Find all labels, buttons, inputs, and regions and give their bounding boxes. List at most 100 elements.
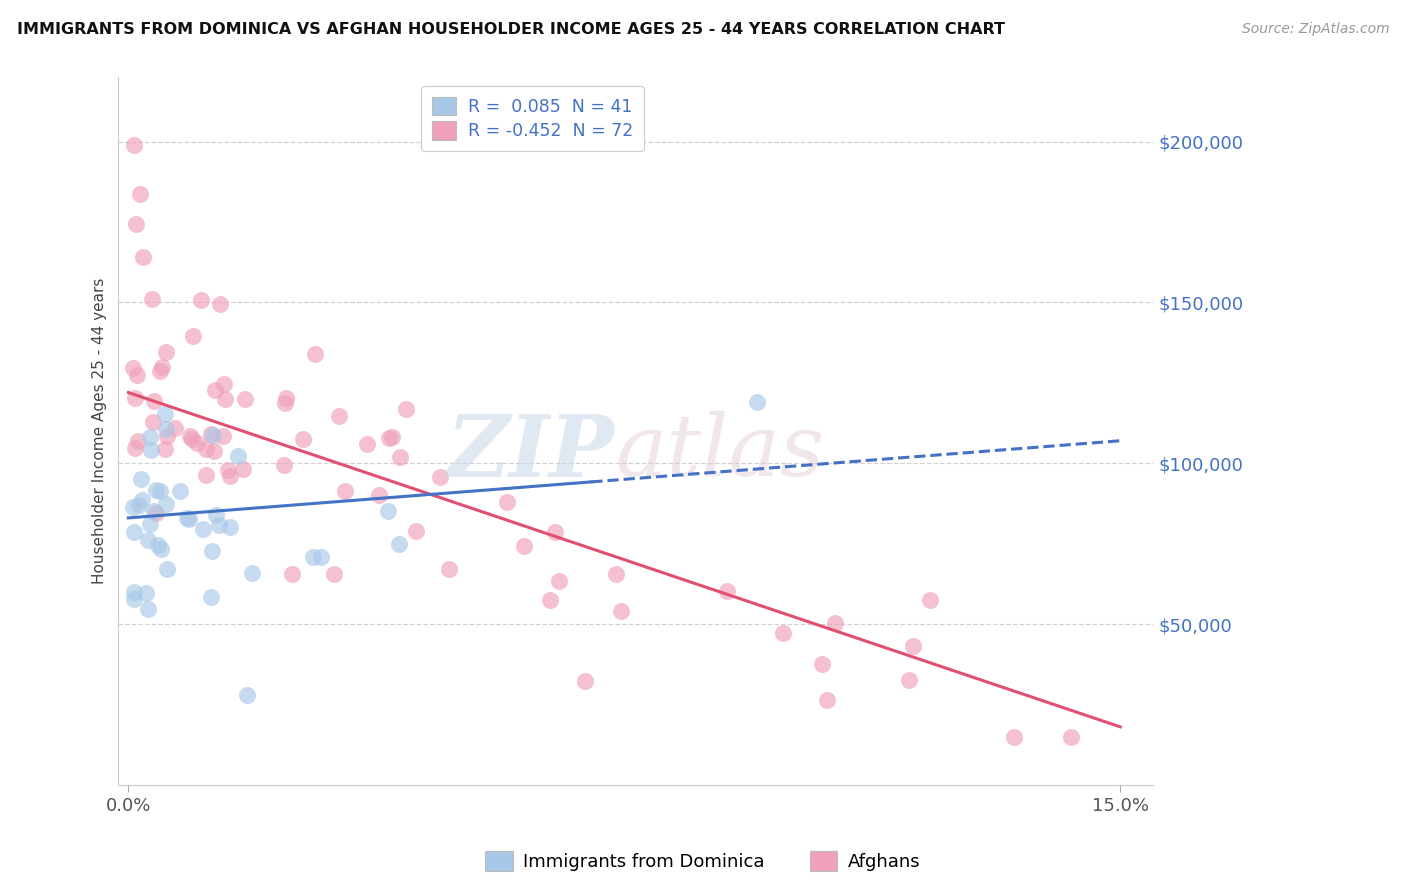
Point <box>273 458 295 472</box>
Point <box>128 498 150 512</box>
Point <box>322 567 344 582</box>
Point <box>145 483 167 498</box>
Point <box>122 591 145 606</box>
Point <box>810 657 832 671</box>
Point <box>124 442 146 456</box>
Point <box>901 639 924 653</box>
Point <box>156 429 179 443</box>
Point <box>328 409 350 424</box>
Point <box>377 504 399 518</box>
Point <box>538 592 561 607</box>
Point <box>179 512 201 526</box>
Point <box>201 544 224 558</box>
Point <box>124 584 146 599</box>
Point <box>356 437 378 451</box>
Point <box>405 524 427 538</box>
Point <box>274 391 297 405</box>
Point <box>146 538 169 552</box>
Point <box>135 586 157 600</box>
Point <box>169 484 191 499</box>
Point <box>202 444 225 458</box>
Point <box>815 693 838 707</box>
Point <box>274 396 297 410</box>
Point <box>186 436 208 450</box>
Point <box>772 626 794 640</box>
Point <box>121 500 143 514</box>
Text: Source: ZipAtlas.com: Source: ZipAtlas.com <box>1241 22 1389 37</box>
Point <box>141 443 163 458</box>
Point <box>389 450 412 465</box>
Point <box>548 574 571 588</box>
Point <box>236 688 259 702</box>
Point <box>155 497 177 511</box>
Point <box>381 430 404 444</box>
Point <box>335 483 357 498</box>
Point <box>139 517 162 532</box>
Point <box>145 506 167 520</box>
Point <box>149 484 172 499</box>
Point <box>217 463 239 477</box>
Point <box>232 462 254 476</box>
Point <box>141 292 163 306</box>
Point <box>200 591 222 605</box>
Y-axis label: Householder Income Ages 25 - 44 years: Householder Income Ages 25 - 44 years <box>93 278 107 584</box>
Point <box>204 383 226 397</box>
Point <box>202 427 225 442</box>
Point <box>208 297 231 311</box>
Point <box>291 432 314 446</box>
Point <box>191 522 214 536</box>
Point <box>136 602 159 616</box>
Point <box>437 562 460 576</box>
Point <box>429 470 451 484</box>
Point <box>190 293 212 308</box>
Point <box>496 495 519 509</box>
Point <box>388 537 411 551</box>
Point <box>125 217 148 231</box>
Point <box>181 432 204 446</box>
Point <box>122 137 145 152</box>
Point <box>610 604 633 618</box>
Text: ZIP: ZIP <box>447 410 616 494</box>
Point <box>233 392 256 407</box>
Point <box>824 616 846 631</box>
Point <box>745 394 768 409</box>
Point <box>605 566 627 581</box>
Point <box>143 394 166 409</box>
Point <box>226 449 249 463</box>
Point <box>127 434 149 448</box>
Point <box>214 392 236 406</box>
Point <box>176 511 198 525</box>
Point <box>918 592 941 607</box>
Point <box>195 468 218 483</box>
Point <box>136 533 159 547</box>
Point <box>240 566 263 580</box>
Point <box>574 673 596 688</box>
Point <box>139 430 162 444</box>
Point <box>304 347 326 361</box>
Point <box>129 187 152 202</box>
Point <box>149 363 172 377</box>
Point <box>205 508 228 523</box>
Point <box>218 469 240 483</box>
Point <box>153 407 176 421</box>
Point <box>155 344 177 359</box>
Point <box>142 416 165 430</box>
Point <box>309 549 332 564</box>
Point <box>131 472 153 486</box>
Point <box>716 584 738 599</box>
Text: atlas: atlas <box>616 411 824 493</box>
Point <box>156 562 179 576</box>
Legend: Immigrants from Dominica, Afghans: Immigrants from Dominica, Afghans <box>478 844 928 879</box>
Point <box>280 567 302 582</box>
Point <box>377 432 399 446</box>
Point <box>301 549 323 564</box>
Point <box>368 488 391 502</box>
Point <box>200 426 222 441</box>
Point <box>195 442 218 457</box>
Point <box>211 429 233 443</box>
Point <box>132 251 155 265</box>
Point <box>153 442 176 456</box>
Point <box>155 422 177 436</box>
Point <box>142 504 165 518</box>
Point <box>897 673 920 687</box>
